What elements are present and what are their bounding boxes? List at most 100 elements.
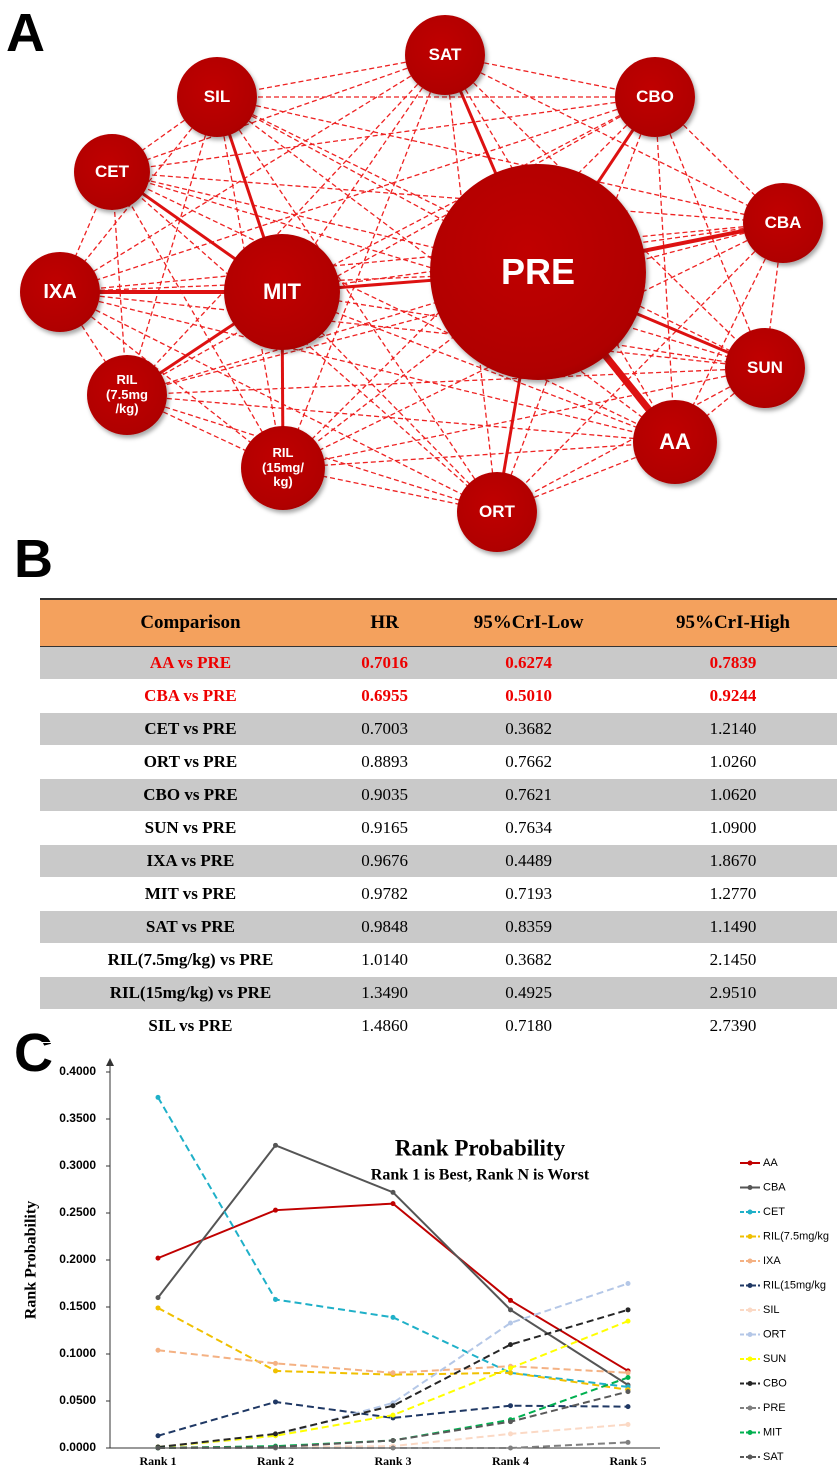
series-line xyxy=(157,1349,629,1374)
node: CBA xyxy=(743,183,823,263)
edge xyxy=(496,222,784,513)
point xyxy=(155,1305,161,1311)
table-cell: 0.9165 xyxy=(340,811,429,845)
table-cell: 0.7621 xyxy=(428,778,629,812)
table-cell: 1.8670 xyxy=(628,844,837,878)
point xyxy=(508,1342,513,1348)
edge xyxy=(59,222,784,293)
table-cell: IXA vs PRE xyxy=(40,844,341,878)
edge xyxy=(216,96,784,224)
edge xyxy=(111,171,784,224)
y-tick-label: 0.0000 xyxy=(59,1440,96,1454)
legend-label: RIL(7.5mg/kg xyxy=(763,1230,829,1242)
table-cell: RIL(7.5mg/kg) vs PRE xyxy=(40,943,341,977)
point xyxy=(273,1296,278,1302)
y-tick-label: 0.1500 xyxy=(59,1299,96,1313)
point xyxy=(625,1281,631,1286)
table-cell: 0.7634 xyxy=(428,811,629,845)
table-cell: 2.1450 xyxy=(628,943,837,977)
edge xyxy=(59,291,676,443)
table-cell: 0.9035 xyxy=(340,778,429,812)
point xyxy=(390,1314,396,1320)
legend-marker xyxy=(747,1381,753,1386)
point xyxy=(155,1445,161,1451)
point xyxy=(508,1431,513,1437)
point xyxy=(508,1307,513,1313)
series-line xyxy=(157,1282,629,1449)
table-row: SUN vs PRE 0.9165 0.7634 1.0900 xyxy=(40,811,837,845)
legend-marker xyxy=(747,1405,753,1411)
table-cell: 0.8893 xyxy=(340,745,429,779)
table-cell: 1.1490 xyxy=(628,910,837,944)
node: ORT xyxy=(457,472,537,552)
header-cell: 95%CrI-High xyxy=(628,598,837,647)
table-cell: 0.7839 xyxy=(628,646,837,680)
panel-label: B xyxy=(14,529,53,589)
y-tick-label: 0.4000 xyxy=(59,1064,96,1078)
point xyxy=(273,1431,278,1437)
point xyxy=(273,1360,278,1366)
edge xyxy=(111,171,284,469)
node: CET xyxy=(74,134,150,210)
edge xyxy=(496,96,656,513)
edge xyxy=(59,291,284,469)
table-row: CBO vs PRE 0.9035 0.7621 1.0620 xyxy=(40,778,837,812)
point xyxy=(625,1370,631,1376)
node: SUN xyxy=(725,328,805,408)
y-tick-label: 0.3000 xyxy=(59,1158,96,1172)
edge xyxy=(126,96,218,396)
edge xyxy=(126,96,656,396)
legend-marker xyxy=(747,1307,753,1313)
point xyxy=(625,1389,631,1395)
point xyxy=(625,1375,631,1380)
edge xyxy=(59,291,766,369)
legend-marker xyxy=(747,1356,753,1362)
point xyxy=(390,1412,396,1418)
y-tick-label: 0.1000 xyxy=(59,1346,96,1360)
point xyxy=(508,1370,513,1376)
legend-label: CBA xyxy=(763,1181,786,1193)
table-cell: 0.9848 xyxy=(340,910,429,944)
table-cell: 0.4489 xyxy=(428,844,629,878)
edge xyxy=(444,54,498,513)
node: AA xyxy=(633,400,717,484)
legend-label: CET xyxy=(763,1206,785,1218)
table-cell: MIT vs PRE xyxy=(40,877,341,911)
legend-label: ORT xyxy=(763,1328,786,1340)
table-cell: 2.9510 xyxy=(628,976,837,1010)
point xyxy=(390,1370,396,1376)
x-tick-label: Rank 4 xyxy=(492,1454,529,1468)
node: SAT xyxy=(405,15,485,95)
edge xyxy=(282,441,676,469)
table-cell: SAT vs PRE xyxy=(40,910,341,944)
legend-label: AA xyxy=(763,1157,778,1169)
legend-label: SUN xyxy=(763,1353,786,1365)
legend-label: PRE xyxy=(763,1402,786,1414)
table-cell: 0.7193 xyxy=(428,877,629,911)
edge xyxy=(216,96,498,513)
edge xyxy=(444,54,784,224)
legend-marker xyxy=(747,1430,753,1435)
legend-marker xyxy=(747,1454,753,1460)
point xyxy=(508,1297,513,1303)
x-tick-label: Rank 3 xyxy=(374,1454,411,1468)
y-tick-label: 0.0500 xyxy=(59,1393,96,1407)
table-row: CET vs PRE 0.7003 0.3682 1.2140 xyxy=(40,712,837,746)
edge xyxy=(282,222,784,469)
x-tick-label: Rank 5 xyxy=(609,1454,646,1468)
chart-title: Rank Probability xyxy=(395,1135,566,1160)
table-cell: 0.7662 xyxy=(428,745,629,779)
table-cell: 0.4925 xyxy=(428,976,629,1010)
table-cell: 0.7016 xyxy=(340,646,429,680)
y-tick-label: 0.2000 xyxy=(59,1252,96,1266)
x-tick-label: Rank 1 xyxy=(139,1454,176,1468)
header-cell: HR xyxy=(340,598,429,647)
point xyxy=(390,1201,396,1207)
legend-marker xyxy=(747,1234,753,1239)
table-row: RIL(7.5mg/kg) vs PRE 1.0140 0.3682 2.1450 xyxy=(40,943,837,977)
node: CBO xyxy=(615,57,695,137)
legend-marker xyxy=(747,1185,753,1190)
table-cell: 2.7390 xyxy=(628,1009,837,1043)
edge xyxy=(281,291,676,443)
table-cell: 0.8359 xyxy=(428,910,629,944)
